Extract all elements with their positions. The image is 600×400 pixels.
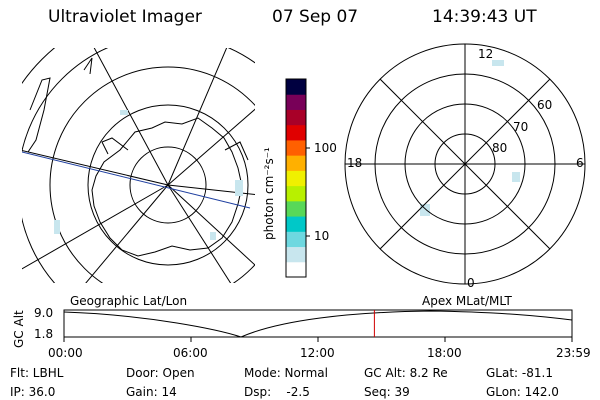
info-seq: Seq: 39 <box>364 385 410 399</box>
time-tick-label: 23:59 <box>556 346 591 360</box>
colorbar-tick-label: 100 <box>314 141 337 155</box>
info-filter: Flt: LBHL <box>10 366 64 380</box>
color-bar-segment <box>286 155 306 171</box>
new-zealand-coastline <box>27 77 51 153</box>
info-glat: GLat: -81.1 <box>486 366 553 380</box>
color-bar-frame <box>285 78 307 278</box>
color-bar-segment <box>286 231 306 248</box>
info-ip: IP: 36.0 <box>10 385 56 399</box>
color-bar-segment <box>286 109 306 126</box>
meridian-line <box>167 184 232 283</box>
aurora-patch <box>210 232 216 240</box>
satellite-track <box>22 151 251 209</box>
color-bar <box>286 79 306 278</box>
meridian-line <box>22 184 169 270</box>
aurora-patch <box>492 60 504 66</box>
color-bar-segment <box>286 261 306 278</box>
color-bar-segment <box>286 139 306 156</box>
geographic-map <box>22 48 255 283</box>
island-coastline <box>83 57 93 75</box>
mlat-label-80: 80 <box>492 141 508 155</box>
info-gc-alt: GC Alt: 8.2 Re <box>364 366 448 380</box>
meridian-line <box>93 48 169 186</box>
aurora-patch <box>512 172 520 182</box>
mlt-label-12: 12 <box>478 47 494 61</box>
color-bar-segment <box>286 170 306 187</box>
lat-circle <box>49 66 255 283</box>
info-glon: GLon: 142.0 <box>486 385 559 399</box>
color-bar-segment <box>286 94 306 110</box>
color-bar-segment <box>286 246 306 263</box>
apex-polar-plot <box>344 43 586 285</box>
date-label: 07 Sep 07 <box>272 7 359 27</box>
colorbar-tick-label: 10 <box>314 229 330 243</box>
info-door: Door: Open <box>126 366 195 380</box>
time-tick-label: 00:00 <box>48 346 83 360</box>
right-panel-caption: Apex MLat/MLT <box>422 294 512 308</box>
mlt-line-diagonal <box>379 78 551 250</box>
info-mode: Mode: Normal <box>244 366 328 380</box>
color-bar-segment <box>286 124 306 141</box>
aurora-patch <box>120 110 128 115</box>
lat-circle <box>129 146 207 224</box>
altitude-y-tick: 9.0 <box>34 306 54 320</box>
color-bar-segment <box>286 200 306 217</box>
antarctica-coastline <box>91 117 243 257</box>
mlt-label-6: 6 <box>576 156 584 170</box>
color-bar-segment <box>286 185 306 202</box>
altitude-axis-label: GC Alt <box>12 310 26 348</box>
time-tick-label: 12:00 <box>300 346 335 360</box>
altitude-plot-frame <box>63 309 573 338</box>
left-map-frame <box>22 48 255 283</box>
info-dsp: Dsp: -2.5 <box>244 385 310 399</box>
color-bar-segment <box>286 79 306 95</box>
aurora-patch <box>235 180 243 196</box>
meridian-line <box>167 184 255 266</box>
time-tick-label: 06:00 <box>173 346 208 360</box>
mlat-label-60: 60 <box>537 98 553 112</box>
meridian-line <box>167 108 255 186</box>
instrument-title: Ultraviolet Imager <box>48 7 202 27</box>
aurora-patch <box>54 220 60 234</box>
coastline-peninsula <box>101 137 129 155</box>
lat-circle <box>87 104 249 266</box>
left-panel-caption: Geographic Lat/Lon <box>70 294 188 308</box>
ice-shelf-coastline <box>224 141 249 161</box>
mlt-label-18: 18 <box>347 156 363 170</box>
altitude-y-tick: 1.8 <box>34 327 54 341</box>
meridian-line <box>22 149 169 186</box>
meridian-line <box>167 184 255 195</box>
altitude-plot <box>63 309 573 342</box>
color-bar-segment <box>286 216 306 232</box>
mlat-label-70: 70 <box>513 120 529 134</box>
altitude-curve <box>63 310 573 338</box>
aurora-patch <box>420 204 430 216</box>
meridian-line <box>85 184 169 283</box>
info-gain: Gain: 14 <box>126 385 177 399</box>
time-tick-label: 18:00 <box>427 346 462 360</box>
time-label: 14:39:43 UT <box>432 7 537 27</box>
meridian-line <box>167 48 228 186</box>
mlt-label-0: 0 <box>467 276 475 290</box>
